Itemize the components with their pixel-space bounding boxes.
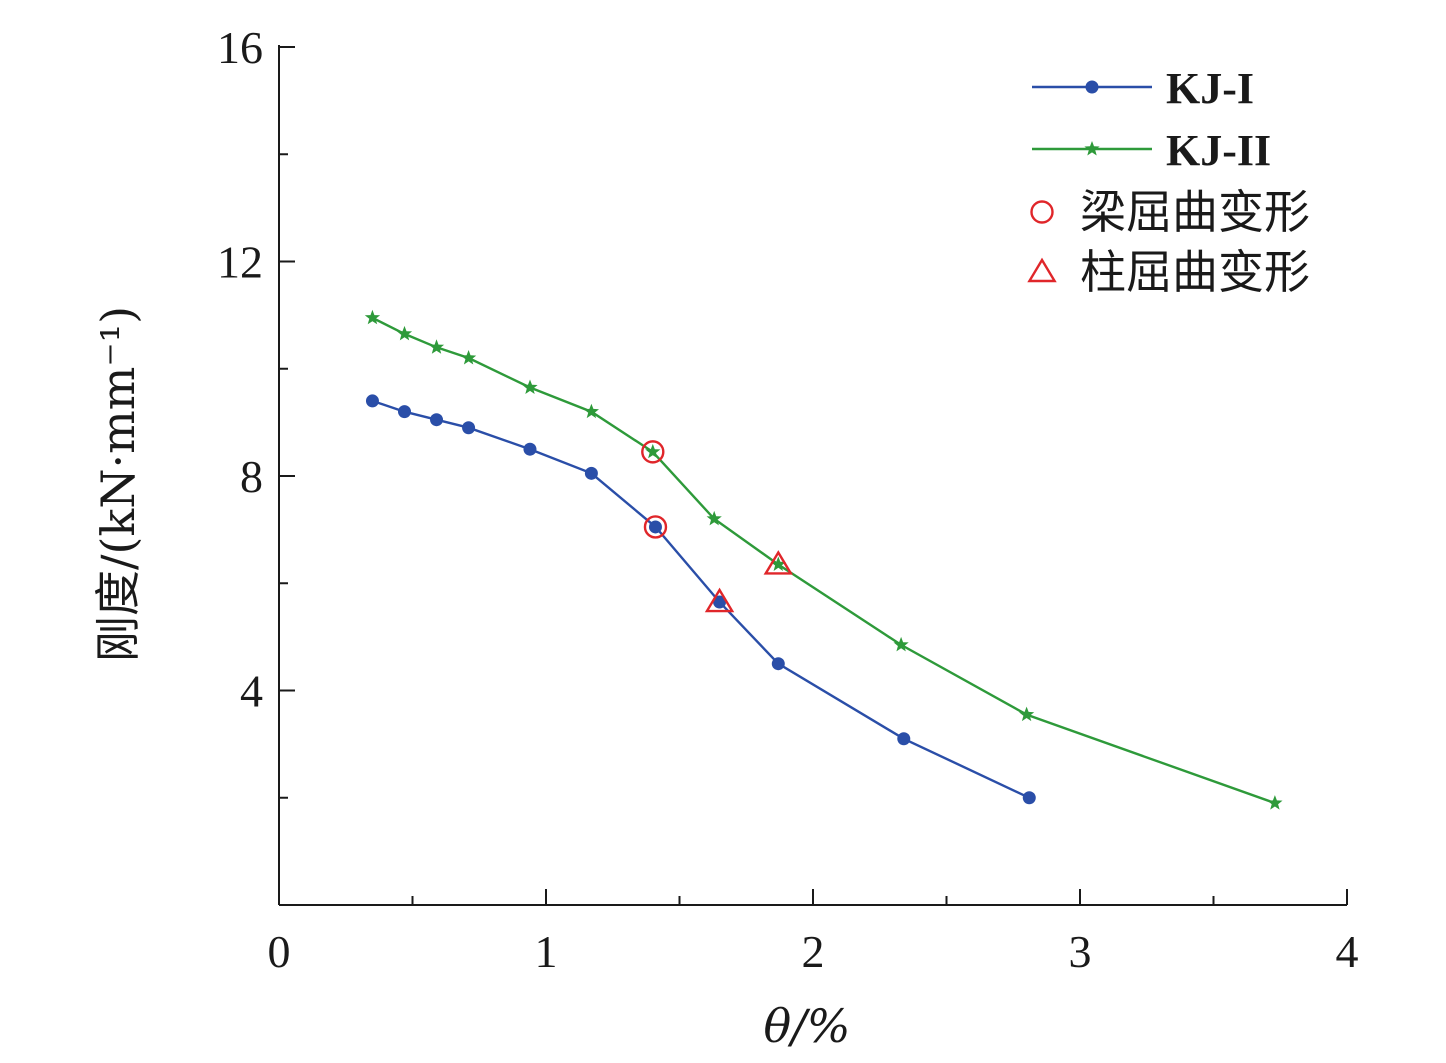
data-point (461, 350, 477, 365)
data-point (893, 636, 909, 652)
x-tick-label: 1 (535, 926, 558, 977)
data-point (397, 405, 411, 419)
annotation-layer (641, 440, 794, 613)
series-line (372, 399, 1030, 799)
beam-buckling-marker (641, 440, 665, 464)
y-tick-label: 8 (240, 451, 263, 502)
series-kj-ii (364, 309, 1283, 810)
series-line (371, 316, 1276, 805)
legend-item: 梁屈曲变形 (1030, 185, 1310, 239)
legend-marker (1030, 200, 1054, 224)
legend-label: KJ-I (1166, 64, 1254, 113)
legend-marker (1027, 257, 1057, 283)
data-point (897, 732, 911, 746)
data-point (1019, 706, 1035, 722)
legend-label: 梁屈曲变形 (1080, 185, 1310, 239)
x-tick-label: 2 (802, 926, 825, 977)
legend-marker (1084, 141, 1100, 156)
data-point (771, 657, 785, 671)
data-point (648, 520, 662, 534)
data-point (1267, 795, 1283, 810)
data-point (364, 309, 381, 325)
x-axis-title: θ/% (764, 999, 851, 1053)
y-tick-label: 12 (217, 237, 263, 288)
data-point (396, 325, 413, 341)
data-point (430, 413, 444, 427)
data-point (522, 379, 538, 394)
column-buckling-marker (704, 587, 735, 613)
data-point (770, 556, 786, 571)
legend-label: KJ-II (1166, 126, 1271, 175)
x-tick-label: 3 (1069, 926, 1092, 977)
data-point (706, 510, 722, 526)
legend-label: 柱屈曲变形 (1080, 245, 1310, 299)
data-point (713, 595, 727, 609)
legend-item: 柱屈曲变形 (1027, 245, 1310, 299)
data-point (523, 442, 537, 456)
data-point (645, 443, 661, 459)
series-layer (364, 309, 1283, 810)
legend-item: KJ-II (1032, 126, 1271, 175)
y-axis-title: 刚度/(kN·mm⁻¹) (91, 306, 145, 662)
y-tick-label: 16 (217, 22, 263, 73)
x-tick-label: 4 (1336, 926, 1359, 977)
data-point (428, 339, 445, 354)
data-point (583, 403, 599, 419)
data-point (584, 466, 598, 480)
y-tick-label: 4 (240, 666, 263, 717)
x-tick-label: 0 (268, 926, 291, 977)
data-point (462, 421, 476, 435)
beam-buckling-marker (643, 515, 668, 539)
series-kj-i (365, 394, 1036, 805)
legend-item: KJ-I (1032, 64, 1254, 113)
data-point (1022, 791, 1036, 805)
column-buckling-marker (763, 550, 794, 575)
legend-marker (1085, 80, 1099, 94)
data-point (365, 394, 379, 408)
